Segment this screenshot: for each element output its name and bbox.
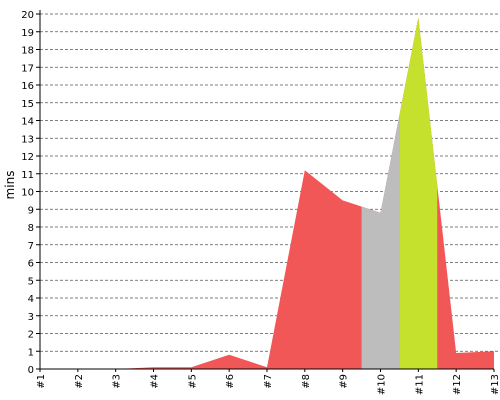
y-tick-label: 10 [21,188,34,199]
x-tick-label: #11 [414,374,425,395]
x-tick-label: #5 [187,374,198,389]
x-tick-label: #12 [452,374,463,395]
y-tick-label: 2 [28,330,34,341]
x-tick-label: #3 [112,374,123,389]
y-tick-label: 18 [21,46,34,57]
y-tick-label: 9 [28,205,34,216]
x-tick-label: #7 [263,374,274,389]
y-tick-label: 7 [28,241,34,252]
y-tick-label: 6 [28,259,34,270]
y-tick-label: 13 [21,134,34,145]
y-tick-label: 19 [21,28,34,39]
y-tick-label: 12 [21,152,34,163]
y-tick-label: 16 [21,81,34,92]
y-tick-label: 15 [21,99,34,110]
x-tick-label: #9 [339,374,350,389]
y-tick-label: 1 [28,347,34,358]
x-tick-label: #10 [377,374,388,395]
y-tick-label: 0 [28,365,34,376]
y-tick-label: 11 [21,170,34,181]
x-tick-label: #8 [301,374,312,389]
x-tick-label: #13 [490,374,500,395]
x-tick-label: #2 [74,374,85,389]
y-tick-label: 14 [21,117,34,128]
x-tick-label: #1 [36,374,47,389]
y-tick-label: 3 [28,312,34,323]
x-tick-label: #4 [150,374,161,389]
x-tick-labels: #1 #2 #3 #4 #5 #6 #7 #8 #9 #10 #11 #12 #13 [36,369,500,395]
y-tick-label: 17 [21,63,34,74]
highlight-band [361,17,400,369]
y-tick-label: 8 [28,223,34,234]
y-axis-label: mins [3,171,17,200]
y-tick-label: 5 [28,276,34,287]
y-tick-label: 4 [28,294,34,305]
y-tick-label: 20 [21,10,34,21]
highlight-band [399,17,438,369]
x-tick-label: #6 [225,374,236,389]
area-series [40,17,494,370]
